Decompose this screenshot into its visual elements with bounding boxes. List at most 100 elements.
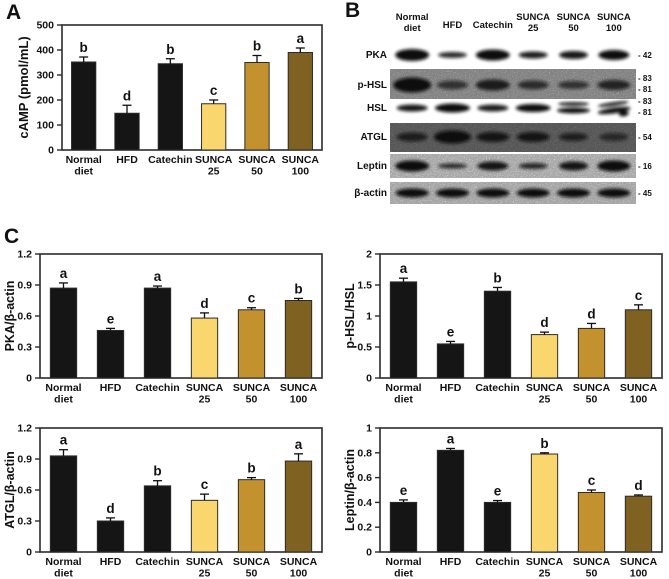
blot-band [438,163,467,169]
blot-band [475,49,510,61]
blot-band [599,133,629,141]
blot-band [559,161,588,171]
y-tick-label: 0.8 [357,447,372,459]
bar-catechin [157,63,183,151]
y-tick-label: 0.3 [17,516,32,528]
protein-label: ATGL [361,132,387,143]
blot-band [559,51,588,59]
blot-band [597,160,631,172]
lane-header: diet [404,23,422,34]
bar-normal-diet [71,61,97,151]
lane-header: SUNCA [597,12,631,23]
bar-sunca-100 [287,52,313,151]
plot-box [61,24,323,151]
sig-letter: d [587,306,595,321]
plot-box [379,253,663,379]
x-category-label: 25 [539,568,551,579]
blot-band [597,80,631,90]
y-tick-label: 500 [36,20,54,32]
plot-box [379,427,663,553]
blot-band [435,103,470,113]
bar-catechin [483,290,512,379]
lane-header: 50 [568,23,579,34]
x-category-label: Normal [45,382,81,394]
sig-letter: a [447,431,455,446]
y-tick-label: 1.2 [17,423,32,435]
plot-box [39,253,323,379]
blot-band [597,101,631,117]
mw-label: - 81 [638,85,652,94]
bar-normal-diet [389,281,418,379]
y-tick-label: 200 [36,95,54,107]
blot-band [476,132,510,142]
sig-letter: c [210,83,218,98]
x-category-label: Catechin [135,556,179,568]
blot-strip-noise [390,123,636,152]
x-category-label: SUNCA [620,556,658,568]
blot-band [434,130,471,144]
blot-strip-noise [390,69,636,99]
blot-band [438,52,467,58]
bar-catechin [483,501,512,553]
y-tick-label: 0.4 [357,497,372,509]
bar-sunca-100 [284,300,313,379]
blot-band [437,80,468,90]
x-category-label: diet [74,166,93,178]
sig-letter: b [253,39,261,54]
sig-letter: c [201,477,209,492]
sig-letter: b [294,281,302,296]
sig-letter: d [540,315,548,330]
bar-normal-diet [49,455,78,553]
bar-sunca-50 [237,309,266,379]
y-tick-label: 1.2 [17,249,32,261]
sig-letter: e [107,311,115,326]
x-category-label: HFD [440,382,462,394]
sig-letter: d [200,296,208,311]
x-category-label: SUNCA [233,382,271,394]
blot-strip-noise [390,182,636,204]
bar-sunca-25 [201,103,227,151]
y-tick-label: 0.5 [357,342,372,354]
bar-catechin [143,485,172,553]
bar-catechin [143,287,172,379]
bar-normal-diet [389,501,418,553]
blot-band [559,133,588,141]
sig-letter: b [247,461,255,476]
y-tick-label: 0 [48,145,54,157]
blot-band [477,161,509,171]
x-category-label: 100 [290,394,308,406]
y-tick-label: 0 [26,373,32,385]
x-category-label: 50 [251,166,263,178]
sig-letter: a [60,433,68,448]
protein-label: β-actin [354,188,387,199]
x-category-label: SUNCA [280,556,318,568]
lane-header: Catechin [473,20,513,31]
panel-a-label: A [6,1,22,24]
sig-letter: c [588,473,596,488]
x-category-label: 50 [246,394,258,406]
y-tick-label: 300 [36,70,54,82]
mw-label: - 83 [638,74,652,83]
x-category-label: SUNCA [526,382,564,394]
x-category-label: HFD [100,556,122,568]
sig-letter: c [635,288,643,303]
sig-letter: d [123,88,131,103]
sig-letter: a [154,269,162,284]
lane-header: 100 [606,23,622,34]
y-tick-label: 0.9 [17,280,32,292]
phsl-ratio-chart: 00.511.52aNormaldieteHFDbCatechindSUNCA2… [343,249,663,406]
bar-sunca-100 [624,309,653,379]
y-tick-label: 0.3 [17,342,32,354]
blot-band [396,132,428,142]
bar-sunca-50 [577,491,606,553]
bar-hfd [96,329,125,379]
sig-letter: b [80,40,88,55]
x-category-label: 50 [586,568,598,579]
sig-letter: a [60,266,68,281]
blot-band [393,77,432,93]
lane-header: SUNCA [557,12,591,23]
y-axis-label: PKA/β-actin [3,281,17,352]
